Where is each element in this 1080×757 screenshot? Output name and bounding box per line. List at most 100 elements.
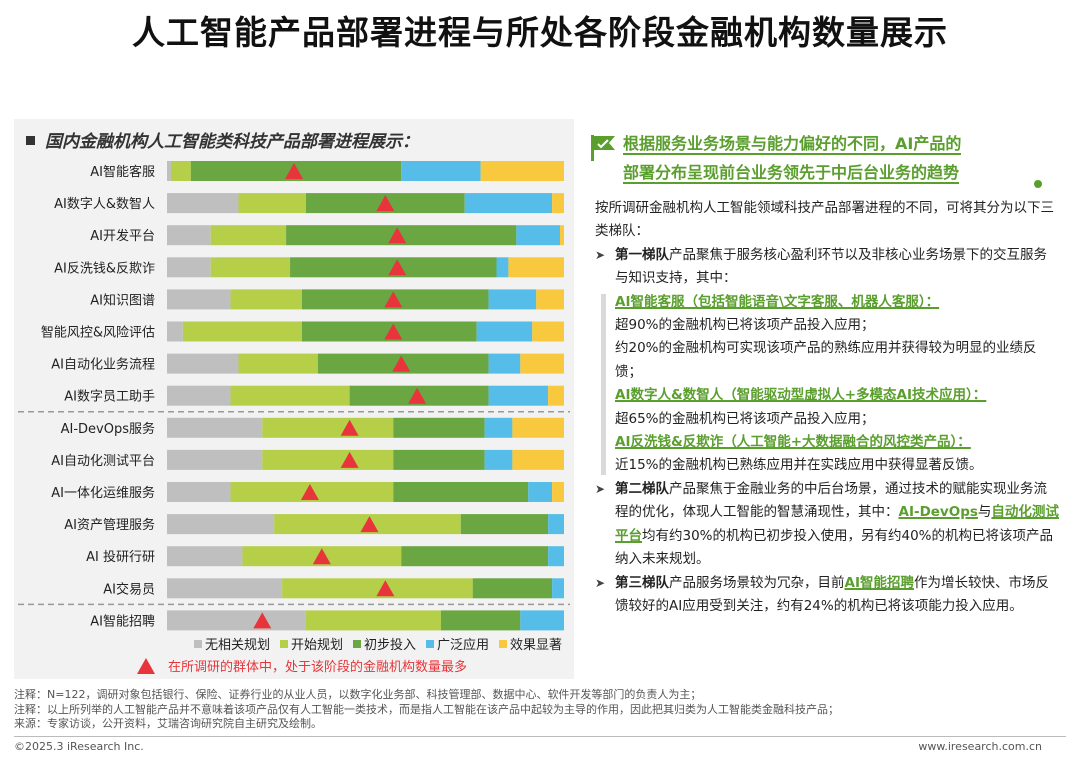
stacked-bar-chart: AI智能客服 AI数字人&数智人 AI开发平台 AI反洗钱&反欺诈 AI知识图谱智能风控… bbox=[18, 161, 570, 675]
max-stage-marker bbox=[384, 323, 403, 340]
bar-segment bbox=[512, 449, 564, 470]
chart-title: 国内金融机构人工智能类科技产品部署进程展示： bbox=[26, 127, 419, 152]
bar-segment bbox=[512, 417, 564, 438]
bar-segment bbox=[230, 289, 302, 310]
bar-segment bbox=[401, 546, 549, 567]
tier2-paragraph: ➤ 第二梯队产品聚焦于金融业务的中后台场景，通过技术的赋能实现业务流程的优化，体现… bbox=[595, 478, 1059, 572]
tier1-label: 第一梯队 bbox=[615, 246, 669, 263]
tier1-text: 产品聚焦于服务核心盈利环节以及非核心业务场景下的交互服务与知识支持，其中： bbox=[615, 246, 1047, 287]
category-label: 智能风控&风险评估 bbox=[41, 326, 155, 341]
tier1-details: AI智能客服（包括智能语音\文字客服、机器人客服）： 超90%的金融机构已将该项… bbox=[595, 291, 1059, 478]
max-stage-marker bbox=[300, 484, 319, 500]
category-label: AI 投研行研 bbox=[86, 549, 155, 565]
website-url: www.iresearch.com.cn bbox=[918, 740, 1042, 753]
bar-segment bbox=[484, 417, 513, 438]
bar-segment bbox=[167, 482, 231, 502]
tier1-item2-line1: 超65%的金融机构已将该项产品投入应用； bbox=[615, 410, 875, 427]
intro-text: 按所调研金融机构人工智能领域科技产品部署进程的不同，可将其分为以下三类梯队： bbox=[595, 200, 1054, 240]
legend-label: 无相关规划 bbox=[205, 638, 270, 653]
bar-segment bbox=[167, 257, 211, 278]
bar-segment bbox=[488, 385, 549, 406]
bar-segment bbox=[305, 610, 441, 631]
category-label: AI开发平台 bbox=[90, 228, 155, 244]
bar-segment bbox=[167, 578, 283, 599]
bar-segment bbox=[282, 578, 473, 599]
footnotes: 注释：N=122，调研对象包括银行、保险、证券行业的从业人员，以数字化业务部、科… bbox=[14, 688, 1074, 732]
tier1-item3-line1: 近15%的金融机构已熟练应用并在实践应用中获得显著反馈。 bbox=[615, 457, 983, 474]
flag-icon bbox=[591, 135, 615, 161]
bar-segment bbox=[393, 482, 529, 502]
bar-segment bbox=[393, 417, 485, 438]
tier1-item2-title: AI数字人&数智人（智能驱动型虚拟人+多模态AI技术应用）： bbox=[615, 387, 987, 404]
bar-segment bbox=[552, 578, 564, 599]
headline: 根据服务业务场景与能力偏好的不同，AI产品的 部署分布呈现前台业务领先于中后台业… bbox=[623, 129, 1059, 187]
tier2-link-devops: AI-DevOps bbox=[898, 504, 978, 521]
legend-swatch bbox=[353, 640, 361, 648]
bar-segment bbox=[230, 385, 350, 406]
bar-segment bbox=[532, 321, 564, 342]
bar-segment bbox=[488, 353, 521, 374]
bar-segment bbox=[167, 225, 211, 246]
max-stage-marker bbox=[340, 451, 359, 468]
tier2-label: 第二梯队 bbox=[615, 480, 669, 497]
bar-segment bbox=[401, 161, 481, 181]
tier2-text2: 均有约30%的机构已初步投入使用，另有约40%的机构已将该项产品纳入未来规划。 bbox=[615, 527, 1054, 568]
bar-segment bbox=[548, 546, 564, 567]
category-label: AI自动化测试平台 bbox=[51, 454, 155, 469]
tier3-label: 第三梯队 bbox=[615, 574, 669, 591]
bar-segment bbox=[488, 289, 537, 310]
legend-swatch bbox=[194, 640, 202, 648]
bar-segment bbox=[552, 482, 564, 502]
bar-segment bbox=[520, 353, 564, 374]
tier3-text1: 产品服务场景较为冗杂，目前 bbox=[669, 574, 845, 591]
bar-segment bbox=[440, 610, 521, 631]
bar-segment bbox=[472, 578, 553, 599]
legend-swatch bbox=[499, 640, 507, 648]
category-label: AI知识图谱 bbox=[90, 292, 155, 308]
legend-swatch bbox=[426, 640, 434, 648]
headline-dot bbox=[1034, 180, 1042, 188]
bar-segment bbox=[210, 257, 291, 278]
max-stage-marker bbox=[384, 291, 403, 308]
legend-label: 效果显著 bbox=[510, 638, 562, 653]
source-note: 来源：专家访谈，公开资料，艾瑞咨询研究院自主研究及绘制。 bbox=[14, 717, 322, 730]
bar-segment bbox=[167, 193, 239, 214]
tier1-item3-title: AI反洗钱&反欺诈（人工智能+大数据融合的风控类产品）： bbox=[615, 434, 971, 451]
tier1-item1-line2: 约20%的金融机构可实现该项产品的熟练应用并获得较为明显的业绩反馈； bbox=[615, 340, 1037, 380]
max-stage-marker bbox=[253, 612, 272, 629]
bar-segment bbox=[167, 353, 239, 374]
max-stage-marker bbox=[376, 195, 395, 212]
note-1: 注释：N=122，调研对象包括银行、保险、证券行业的从业人员，以数字化业务部、科… bbox=[14, 688, 702, 701]
bar-segment bbox=[167, 289, 231, 310]
chart-panel: AI智能客服 AI数字人&数智人 AI开发平台 AI反洗钱&反欺诈 AI知识图谱 智能风控… bbox=[14, 119, 574, 679]
arrow-right-icon: ➤ bbox=[595, 481, 606, 496]
tier2-and: 与 bbox=[977, 504, 992, 521]
bar-segment bbox=[528, 482, 553, 502]
bar-segment bbox=[238, 193, 306, 214]
category-label: AI数字人&数智人 bbox=[54, 197, 155, 212]
bar-segment bbox=[167, 610, 306, 631]
category-label: AI资产管理服务 bbox=[64, 517, 155, 533]
category-label: AI一体化运维服务 bbox=[51, 485, 155, 501]
bar-segment bbox=[262, 417, 394, 438]
bar-segment bbox=[508, 257, 564, 278]
bar-segment bbox=[516, 225, 561, 246]
bar-segment bbox=[167, 449, 263, 470]
bar-segment bbox=[460, 514, 549, 535]
bar-segment bbox=[238, 353, 318, 374]
tier1-item1-title: AI智能客服（包括智能语音\文字客服、机器人客服）： bbox=[615, 293, 940, 310]
max-stage-marker bbox=[408, 387, 427, 404]
max-stage-marker bbox=[388, 227, 407, 244]
headline-line-2: 部署分布呈现前台业务领先于中后台业务的趋势 bbox=[623, 163, 960, 184]
bar-segment bbox=[552, 193, 564, 214]
legend-swatch bbox=[280, 640, 288, 648]
bar-segment bbox=[167, 514, 275, 535]
category-label: AI智能招聘 bbox=[90, 614, 155, 629]
category-label: AI交易员 bbox=[103, 581, 155, 597]
category-label: AI自动化业务流程 bbox=[51, 357, 155, 373]
tier2-text1: 产品聚焦于金融业务的中后台场景，通过技术的赋能实现业务流程的优化，体现人工智能的… bbox=[615, 480, 1047, 521]
max-stage-marker bbox=[388, 259, 407, 276]
tier2-link-testing: 自动化测试平台 bbox=[615, 504, 1059, 544]
bar-segment bbox=[167, 321, 183, 342]
legend-marker-label: 在所调研的群体中，处于该阶段的金融机构数量最多 bbox=[168, 659, 467, 675]
